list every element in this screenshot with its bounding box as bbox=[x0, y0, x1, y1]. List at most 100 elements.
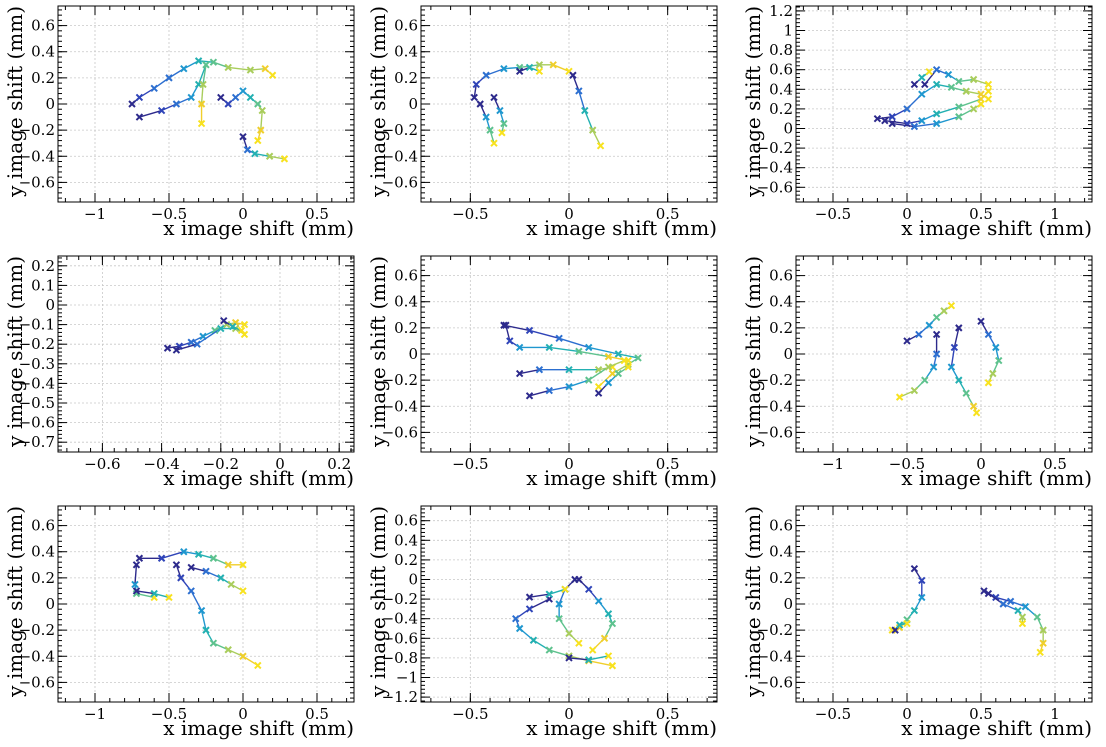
track-segment bbox=[995, 596, 1011, 603]
x-tick-label: 0 bbox=[564, 205, 574, 223]
data-point bbox=[172, 100, 181, 108]
y-tick-label: 0.2 bbox=[769, 319, 793, 337]
data-tracks bbox=[512, 575, 617, 670]
data-point bbox=[910, 122, 919, 131]
data-point bbox=[165, 593, 173, 602]
y-tick-label: −0.2 bbox=[382, 121, 418, 139]
track-segment bbox=[549, 385, 570, 392]
data-point bbox=[535, 365, 544, 374]
track-segment bbox=[966, 90, 982, 95]
series-track bbox=[217, 87, 266, 145]
y-tick-label: −0.4 bbox=[19, 647, 55, 665]
data-point bbox=[545, 590, 553, 598]
data-point bbox=[172, 561, 181, 569]
y-tick-label: 0.1 bbox=[31, 276, 55, 294]
series-track bbox=[881, 87, 993, 128]
series-track bbox=[502, 321, 632, 365]
data-point bbox=[202, 626, 210, 634]
data-point bbox=[535, 61, 544, 69]
data-point bbox=[150, 589, 158, 598]
data-point bbox=[482, 113, 490, 121]
grid bbox=[58, 6, 354, 202]
y-axis-label: y image shift (mm) bbox=[366, 256, 390, 448]
subplot-8: −0.5 0 0.5−1.2−1−0.8−0.6−0.4−0.200.20.40.6… bbox=[366, 505, 718, 740]
data-point bbox=[977, 317, 985, 326]
data-point bbox=[209, 554, 218, 562]
x-axis-label: x image shift (mm) bbox=[526, 216, 717, 240]
data-point bbox=[180, 65, 188, 73]
data-point bbox=[187, 93, 195, 102]
data-point bbox=[972, 409, 981, 417]
track-segment bbox=[578, 350, 609, 358]
y-tick-label: −0.2 bbox=[757, 371, 793, 389]
data-point bbox=[932, 119, 941, 128]
data-point bbox=[1039, 639, 1047, 647]
series-track bbox=[515, 63, 544, 76]
data-point bbox=[955, 113, 963, 121]
data-tracks bbox=[128, 57, 289, 163]
data-point bbox=[596, 142, 605, 150]
data-point bbox=[989, 369, 997, 378]
y-tick-label: −0.4 bbox=[382, 397, 418, 415]
data-tracks bbox=[500, 321, 642, 400]
data-point bbox=[268, 71, 277, 79]
data-point bbox=[1006, 597, 1015, 606]
data-point bbox=[224, 63, 232, 72]
data-point bbox=[999, 600, 1007, 608]
data-point bbox=[498, 129, 506, 137]
x-tick-label: 0 bbox=[564, 705, 574, 723]
x-tick-label: −0.5 bbox=[151, 705, 187, 723]
track-segment bbox=[552, 64, 570, 72]
track-segment bbox=[175, 564, 182, 579]
data-point bbox=[569, 71, 577, 79]
data-point bbox=[888, 113, 896, 121]
data-point bbox=[172, 346, 181, 354]
y-tick-label: 0 bbox=[45, 595, 55, 613]
x-tick-label: 0 bbox=[976, 455, 986, 473]
data-point bbox=[565, 382, 573, 391]
grid bbox=[421, 6, 717, 202]
y-tick-label: −0.4 bbox=[757, 647, 793, 665]
data-point bbox=[193, 340, 201, 348]
data-point bbox=[197, 119, 206, 128]
data-point bbox=[608, 369, 617, 378]
series-track bbox=[132, 587, 173, 602]
data-point bbox=[614, 350, 623, 358]
track-segment bbox=[529, 593, 550, 598]
series-track bbox=[565, 652, 613, 664]
data-point bbox=[995, 356, 1003, 365]
data-point bbox=[588, 126, 597, 134]
track-segment bbox=[608, 359, 625, 368]
data-point bbox=[950, 343, 959, 352]
x-tick-label: −0.5 bbox=[452, 205, 488, 223]
data-point bbox=[992, 343, 1000, 352]
data-point bbox=[209, 58, 218, 66]
plot-frame bbox=[57, 505, 355, 703]
y-tick-label: 0.2 bbox=[769, 569, 793, 587]
data-point bbox=[209, 639, 218, 647]
data-point bbox=[561, 585, 569, 594]
y-tick-label: −0.2 bbox=[19, 621, 55, 639]
data-point bbox=[910, 565, 919, 573]
data-point bbox=[243, 146, 252, 154]
data-point bbox=[581, 106, 589, 115]
y-tick-label: 0.6 bbox=[769, 517, 793, 535]
y-tick-label: −0.4 bbox=[757, 397, 793, 415]
y-tick-label: −0.3 bbox=[19, 355, 55, 373]
series-track bbox=[888, 100, 985, 131]
y-tick-label: 0.6 bbox=[769, 61, 793, 79]
x-axis-label: x image shift (mm) bbox=[526, 466, 717, 490]
data-point bbox=[187, 563, 195, 572]
data-point bbox=[895, 393, 904, 401]
track-segment bbox=[198, 60, 214, 63]
data-point bbox=[910, 80, 919, 89]
grid bbox=[58, 256, 354, 452]
data-point bbox=[918, 576, 926, 585]
subplot-1: −1 −0.5 0 0.5 −0.6 −0.4 −0.2 0 0.2 0.4 0.6 x image … bbox=[3, 5, 355, 240]
data-point bbox=[925, 67, 933, 76]
plot-frame bbox=[420, 255, 718, 453]
data-point bbox=[947, 363, 956, 371]
x-axis-label: x image shift (mm) bbox=[901, 466, 1092, 490]
data-point bbox=[257, 126, 265, 134]
y-tick-label: 0.6 bbox=[31, 17, 55, 35]
